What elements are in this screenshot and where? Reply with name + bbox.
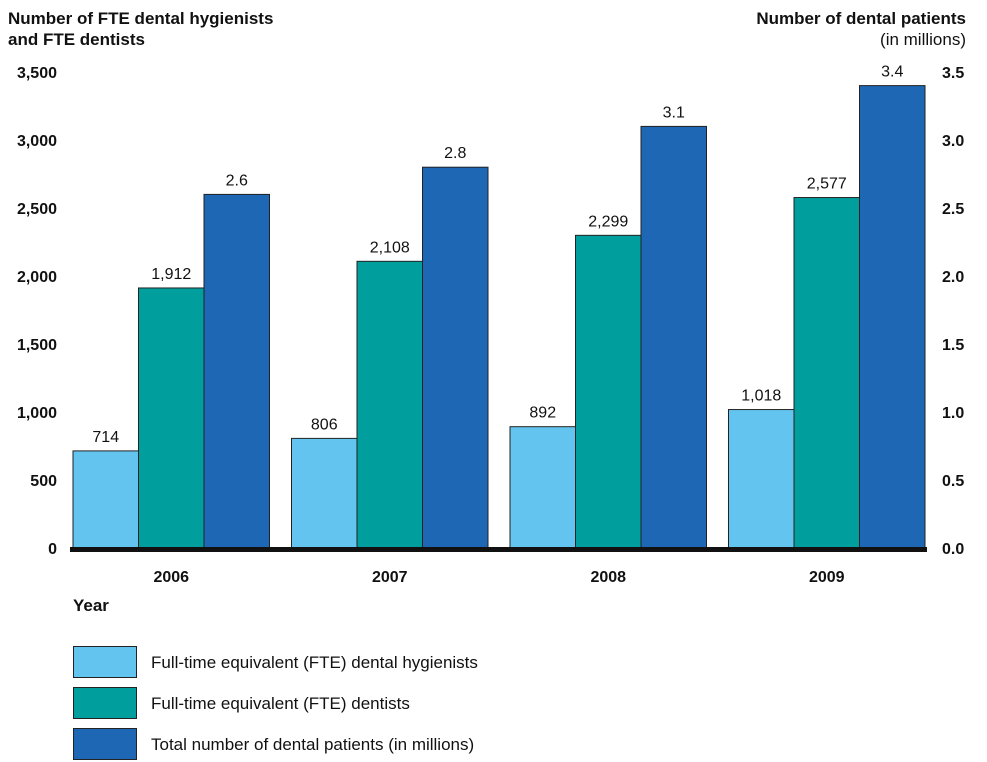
bar-2009-series-0	[728, 409, 795, 549]
data-label-2008-series-1: 2,299	[588, 213, 628, 230]
y-tick-right-6: 3.0	[942, 133, 964, 150]
legend-label-hygienists: Full-time equivalent (FTE) dental hygien…	[151, 653, 478, 672]
y-tick-right-1: 0.5	[942, 473, 964, 490]
x-tick-2007: 2007	[372, 569, 408, 586]
data-label-2008-series-0: 892	[529, 405, 556, 422]
right-axis-title-unit: (in millions)	[880, 30, 966, 49]
bar-2006-series-2	[203, 193, 270, 549]
legend-label-dentists: Full-time equivalent (FTE) dentists	[151, 694, 410, 713]
bar-2007-series-2	[422, 166, 489, 549]
right-axis-title-main: Number of dental patients	[756, 9, 966, 28]
x-tick-2006: 2006	[153, 569, 189, 586]
data-label-2007-series-2: 2.8	[444, 145, 466, 162]
y-tick-right-3: 1.5	[942, 337, 964, 354]
right-axis-title: Number of dental patients (in millions)	[756, 8, 966, 50]
data-label-2007-series-0: 806	[311, 416, 338, 433]
bar-2009-series-1	[793, 197, 860, 549]
legend-item-patients: Total number of dental patients (in mill…	[73, 728, 773, 762]
bar-2008-series-0	[509, 426, 576, 549]
y-tick-right-7: 3.5	[942, 65, 964, 82]
bar-chart: 0 500 1,000 1,500 2,000 2,500 3,000 3,500 0.0 0.5…	[17, 64, 964, 586]
data-label-2006-series-2: 2.6	[226, 172, 248, 189]
bar-2006-series-1	[138, 287, 205, 549]
y-tick-right-2: 1.0	[942, 405, 964, 422]
x-tick-2009: 2009	[809, 569, 845, 586]
data-label-2009-series-2: 3.4	[881, 64, 903, 81]
y-tick-left-0: 0	[48, 541, 57, 558]
legend-item-hygienists: Full-time equivalent (FTE) dental hygien…	[73, 646, 773, 680]
bar-2008-series-1	[575, 234, 642, 549]
bar-2008-series-2	[640, 125, 707, 549]
y-tick-left-4: 2,000	[17, 269, 57, 286]
y-tick-right-0: 0.0	[942, 541, 964, 558]
data-label-2009-series-1: 2,577	[807, 176, 847, 193]
legend-swatch-patients	[73, 728, 137, 760]
legend-item-dentists: Full-time equivalent (FTE) dentists	[73, 687, 773, 721]
y-tick-left-5: 2,500	[17, 201, 57, 218]
bar-2009-series-2	[859, 85, 926, 549]
y-tick-left-3: 1,500	[17, 337, 57, 354]
legend-swatch-dentists	[73, 687, 137, 719]
data-label-2007-series-1: 2,108	[370, 239, 410, 256]
data-label-2006-series-1: 1,912	[151, 266, 191, 283]
left-axis-title: Number of FTE dental hygienists and FTE …	[8, 8, 368, 50]
y-tick-right-4: 2.0	[942, 269, 964, 286]
x-tick-2008: 2008	[590, 569, 626, 586]
data-label-2006-series-0: 714	[92, 429, 119, 446]
left-axis-title-line1: Number of FTE dental hygienists	[8, 9, 274, 28]
y-tick-right-5: 2.5	[942, 201, 964, 218]
data-label-2009-series-0: 1,018	[741, 388, 781, 405]
bar-2007-series-0	[291, 437, 358, 549]
data-label-2008-series-2: 3.1	[663, 104, 685, 121]
left-axis-title-line2: and FTE dentists	[8, 30, 145, 49]
y-tick-left-6: 3,000	[17, 133, 57, 150]
x-axis-label: Year	[73, 596, 109, 615]
y-tick-left-2: 1,000	[17, 405, 57, 422]
y-tick-left-7: 3,500	[17, 65, 57, 82]
y-tick-left-1: 500	[30, 473, 57, 490]
x-axis-baseline	[70, 547, 927, 552]
legend-swatch-hygienists	[73, 646, 137, 678]
bar-2006-series-0	[72, 450, 139, 549]
legend-label-patients: Total number of dental patients (in mill…	[151, 735, 475, 754]
bar-2007-series-1	[356, 260, 423, 549]
